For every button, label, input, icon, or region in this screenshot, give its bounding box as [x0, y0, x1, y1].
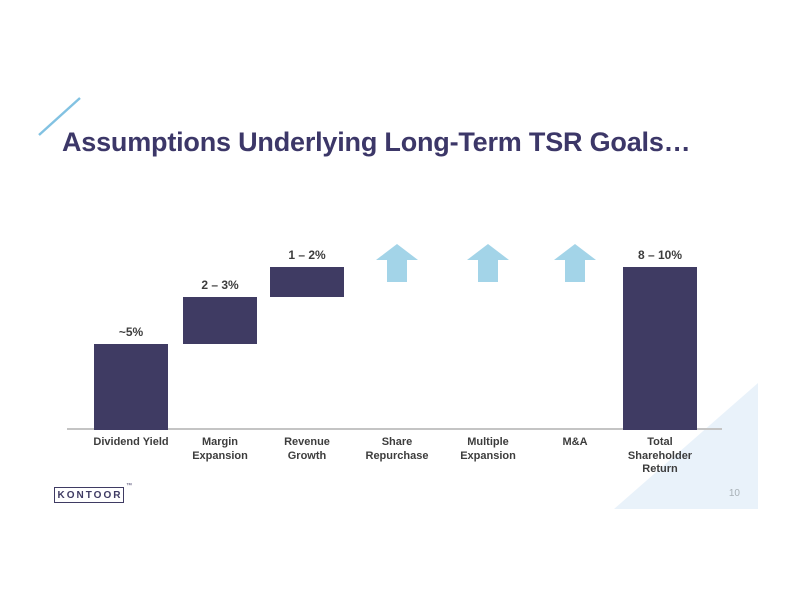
category-label: Total Shareholder Return	[627, 436, 693, 475]
accent-diagonal-line	[38, 97, 81, 136]
chart-baseline-axis	[67, 428, 722, 430]
value-label: 8 – 10%	[637, 247, 683, 262]
category-label: Margin Expansion	[192, 436, 248, 462]
category-label: Multiple Expansion	[460, 436, 516, 462]
value-label: 1 – 2%	[288, 247, 326, 262]
waterfall-bar	[183, 297, 257, 345]
slide-title: Assumptions Underlying Long-Term TSR Goa…	[62, 127, 691, 157]
waterfall-bar	[623, 266, 697, 430]
value-label: ~5%	[118, 325, 144, 340]
category-label: Share Repurchase	[365, 436, 429, 462]
category-label: Dividend Yield	[93, 436, 169, 448]
value-label: 2 – 3%	[201, 278, 239, 292]
trademark-symbol: ™	[126, 483, 132, 489]
waterfall-bar	[94, 344, 168, 430]
up-arrow-icon	[554, 244, 596, 282]
page-number: 10	[728, 488, 740, 499]
category-label: M&A	[562, 436, 588, 448]
corner-triangle-decoration	[614, 383, 758, 509]
kontoor-logo: KONTOOR	[54, 487, 124, 503]
up-arrow-icon	[376, 244, 418, 282]
category-label: Revenue Growth	[284, 436, 330, 462]
up-arrow-icon	[467, 244, 509, 282]
waterfall-bar	[270, 266, 344, 297]
kontoor-logo-text: KONTOOR	[57, 489, 123, 501]
